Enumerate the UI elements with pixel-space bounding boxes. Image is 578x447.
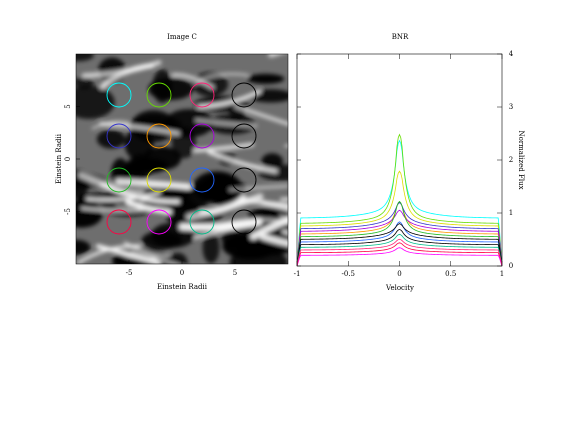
aperture-circle: [189, 209, 215, 235]
flux-x-tick-label: -0.5: [342, 270, 356, 278]
caustic-filament: [234, 104, 288, 126]
aperture-circle: [231, 167, 257, 193]
flux-series-line: [297, 202, 502, 266]
dark-patch: [261, 153, 283, 169]
dark-patch: [168, 252, 188, 264]
dark-patch: [143, 146, 182, 171]
dark-patch: [76, 54, 94, 62]
flux-series-line: [297, 247, 502, 266]
flux-x-axis-label: Velocity: [385, 284, 414, 292]
aperture-circle: [231, 209, 257, 235]
caustic-filament: [81, 60, 162, 79]
dark-patch: [96, 129, 126, 149]
flux-series-line: [297, 238, 502, 266]
aperture-circle: [106, 123, 132, 149]
flux-series-line: [297, 228, 502, 266]
caustic-filament: [130, 250, 178, 264]
aperture-circle: [189, 123, 215, 149]
caustic-filament: [77, 244, 142, 264]
aperture-circle: [146, 123, 172, 149]
caustic-filament: [214, 218, 288, 227]
flux-y-tick-label: 1: [509, 209, 513, 217]
flux-series-line: [297, 133, 502, 266]
aperture-circle: [146, 209, 172, 235]
caustic-filament: [284, 144, 288, 148]
aperture-circle: [189, 167, 215, 193]
flux-x-tick-label: -1: [294, 270, 301, 278]
dark-patch: [246, 73, 285, 84]
caustic-filament: [207, 150, 278, 174]
aperture-circle: [146, 167, 172, 193]
image-y-axis-label: Einstein Radii: [55, 133, 63, 184]
image-x-tick-label: 0: [180, 269, 184, 277]
aperture-circle: [106, 209, 132, 235]
caustic-filament: [77, 172, 145, 196]
image-y-tick-label: -5: [64, 208, 72, 215]
image-x-tick-label: 5: [233, 269, 237, 277]
aperture-circle: [106, 82, 132, 108]
flux-lines: [297, 133, 502, 266]
flux-series-line: [297, 170, 502, 266]
aperture-circle: [106, 167, 132, 193]
image-title: Image C: [167, 33, 197, 41]
dark-patch: [141, 231, 183, 250]
dark-patch: [76, 239, 91, 255]
flux-x-tick-label: 0.5: [445, 270, 456, 278]
flux-series-line: [297, 242, 502, 266]
caustic-filament: [193, 142, 255, 153]
image-x-axis-label: Einstein Radii: [157, 283, 208, 291]
caustic-filament: [280, 197, 288, 201]
flux-series-line: [297, 200, 502, 266]
aperture-grid: [106, 82, 257, 235]
caustic-filament: [115, 178, 192, 190]
caustic-filament: [99, 122, 180, 136]
flux-y-tick-label: 0: [509, 262, 513, 270]
image-y-tick-label: 5: [64, 104, 72, 108]
caustic-filament: [99, 183, 180, 204]
flux-x-tick-label: 1: [500, 270, 504, 278]
caustic-filament: [178, 218, 263, 231]
flux-series-line: [297, 209, 502, 266]
caustic-filament: [228, 184, 288, 192]
caustic-filament: [85, 191, 161, 202]
caustic-filament: [195, 119, 258, 128]
caustic-filament: [95, 244, 162, 264]
flux-y-axis-label: Normalized Flux: [517, 130, 525, 189]
flux-title: BNR: [392, 33, 409, 41]
caustic-filament: [267, 54, 283, 58]
flux-x-tick-label: 0: [397, 270, 401, 278]
aperture-circle: [146, 82, 172, 108]
image-y-tick-label: 0: [64, 157, 72, 161]
dark-patch: [202, 231, 220, 264]
dark-patch: [258, 164, 288, 181]
flux-y-tick-label: 4: [509, 50, 514, 58]
flux-series-line: [297, 221, 502, 266]
flux-y-tick-label: 3: [509, 103, 513, 111]
caustic-map: [76, 54, 288, 264]
caustic-filament: [91, 120, 131, 130]
caustic-filament: [119, 251, 157, 261]
flux-y-tick-label: 2: [509, 156, 513, 164]
dark-patch: [76, 85, 115, 120]
flux-series-line: [297, 233, 502, 266]
image-panel: Image C -5 0 5 5 0 -5 Einstein Radii Einstein…: [55, 33, 289, 291]
dark-patch: [192, 171, 242, 203]
flux-series-line: [297, 223, 502, 266]
flux-series-line: [297, 139, 502, 266]
aperture-circle: [189, 82, 215, 108]
image-x-tick-label: -5: [126, 269, 133, 277]
aperture-circle: [231, 123, 257, 149]
aperture-circle: [231, 82, 257, 108]
caustic-filament: [259, 233, 288, 247]
caustic-filament: [185, 193, 264, 221]
dark-patch: [130, 110, 177, 143]
dark-patch: [76, 200, 103, 228]
